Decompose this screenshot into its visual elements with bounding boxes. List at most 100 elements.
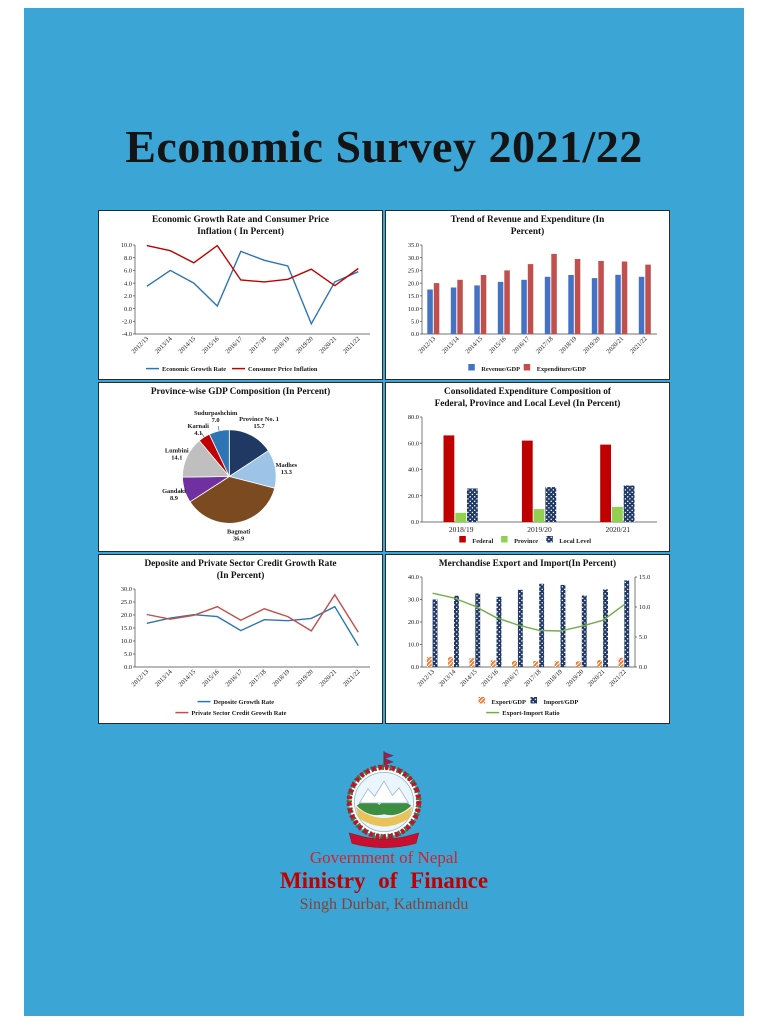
svg-text:Economic Growth Rate: Economic Growth Rate xyxy=(162,366,226,373)
svg-text:2020/21: 2020/21 xyxy=(605,336,625,356)
svg-text:2014/15: 2014/15 xyxy=(459,669,479,689)
svg-text:2017/18: 2017/18 xyxy=(523,669,543,689)
svg-text:Export-Import Ratio: Export-Import Ratio xyxy=(502,710,559,717)
svg-text:-2.0: -2.0 xyxy=(122,319,132,326)
svg-text:0.0: 0.0 xyxy=(411,519,419,526)
svg-text:10.0: 10.0 xyxy=(408,642,419,649)
svg-text:20.0: 20.0 xyxy=(408,280,419,287)
svg-text:2017/18: 2017/18 xyxy=(248,669,268,689)
svg-text:2020/21: 2020/21 xyxy=(318,336,338,356)
svg-text:Export/GDP: Export/GDP xyxy=(492,699,527,706)
svg-text:20.0: 20.0 xyxy=(121,612,132,619)
svg-text:4.0: 4.0 xyxy=(124,280,132,287)
svg-text:15.0: 15.0 xyxy=(408,293,419,300)
svg-text:2013/14: 2013/14 xyxy=(441,335,461,355)
svg-text:2021/22: 2021/22 xyxy=(342,669,362,689)
svg-text:2.0: 2.0 xyxy=(124,293,132,300)
svg-text:Province: Province xyxy=(514,538,538,545)
svg-text:36.9: 36.9 xyxy=(233,536,244,543)
government-line: Government of Nepal xyxy=(309,848,459,867)
svg-text:2014/15: 2014/15 xyxy=(177,336,197,356)
svg-text:40.0: 40.0 xyxy=(408,467,419,474)
svg-text:2012/13: 2012/13 xyxy=(416,669,436,689)
svg-text:Province No. 1: Province No. 1 xyxy=(239,416,279,423)
svg-text:2015/16: 2015/16 xyxy=(480,669,500,689)
svg-text:20.0: 20.0 xyxy=(408,493,419,500)
svg-text:0.0: 0.0 xyxy=(411,664,419,671)
panel-export-import: Merchandise Export and Import(In Percent… xyxy=(385,554,670,724)
svg-text:5.0: 5.0 xyxy=(124,651,132,658)
svg-text:8.9: 8.9 xyxy=(170,495,178,502)
svg-text:2021/22: 2021/22 xyxy=(608,669,628,689)
svg-text:2017/18: 2017/18 xyxy=(535,336,555,356)
svg-text:10.0: 10.0 xyxy=(408,306,419,313)
svg-text:15.0: 15.0 xyxy=(639,574,650,581)
svg-text:30.0: 30.0 xyxy=(408,255,419,262)
svg-text:5.0: 5.0 xyxy=(639,634,647,641)
svg-text:Revenue/GDP: Revenue/GDP xyxy=(481,366,520,373)
svg-text:Local Level: Local Level xyxy=(559,538,591,545)
svg-text:2018/19: 2018/19 xyxy=(558,336,578,356)
svg-text:2015/16: 2015/16 xyxy=(201,336,221,356)
svg-text:2015/16: 2015/16 xyxy=(201,669,221,689)
nepal-emblem-graphic xyxy=(346,751,422,848)
svg-text:0.0: 0.0 xyxy=(124,664,132,671)
svg-text:2012/13: 2012/13 xyxy=(417,336,437,356)
svg-text:2020/21: 2020/21 xyxy=(587,669,607,689)
svg-text:Expenditure/GDP: Expenditure/GDP xyxy=(537,366,586,373)
svg-text:2016/17: 2016/17 xyxy=(501,668,521,688)
svg-text:7.0: 7.0 xyxy=(212,417,220,424)
svg-text:-4.0: -4.0 xyxy=(122,331,132,338)
svg-text:10.0: 10.0 xyxy=(121,638,132,645)
growth-inflation-line-chart: -4.0 -2.0 0.0 2.0 4.0 6.0 8.0 10.0 2012/13 2013/1… xyxy=(101,238,380,377)
svg-text:13.3: 13.3 xyxy=(281,469,292,476)
svg-text:Consumer Price Inflation: Consumer Price Inflation xyxy=(248,366,318,373)
ministry-line: Ministry of Finance xyxy=(279,868,489,893)
svg-text:Federal: Federal xyxy=(472,538,493,545)
svg-text:Gandaki: Gandaki xyxy=(162,488,186,495)
svg-text:20.0: 20.0 xyxy=(408,619,419,626)
svg-text:5.0: 5.0 xyxy=(411,319,419,326)
svg-text:2014/15: 2014/15 xyxy=(464,336,484,356)
svg-text:0.0: 0.0 xyxy=(411,331,419,338)
svg-text:Karnali: Karnali xyxy=(188,423,210,430)
svg-text:Madhes: Madhes xyxy=(276,462,298,469)
svg-text:14.1: 14.1 xyxy=(171,454,182,461)
panel-deposit-credit: Deposite and Private Sector Credit Growt… xyxy=(98,554,383,724)
cover-background: Economic Survey 2021/22 Economic Growth … xyxy=(24,8,744,1016)
svg-text:Deposite Growth Rate: Deposite Growth Rate xyxy=(214,699,275,706)
svg-text:2017/18: 2017/18 xyxy=(248,336,268,356)
panel-revenue-expenditure: Trend of Revenue and Expenditure (In Per… xyxy=(385,210,670,380)
svg-text:2012/13: 2012/13 xyxy=(130,336,150,356)
svg-text:15.7: 15.7 xyxy=(253,423,265,430)
svg-text:10.0: 10.0 xyxy=(639,604,650,611)
svg-text:2021/22: 2021/22 xyxy=(629,336,649,356)
page-title: Economic Survey 2021/22 xyxy=(125,121,643,172)
svg-text:35.0: 35.0 xyxy=(408,242,419,249)
svg-text:2019/20: 2019/20 xyxy=(565,669,585,689)
svg-text:2019/20: 2019/20 xyxy=(295,669,315,689)
svg-text:25.0: 25.0 xyxy=(121,599,132,606)
svg-text:Sudurpashchim: Sudurpashchim xyxy=(194,410,238,417)
deposit-credit-line-chart: 0.0 5.0 10.0 15.0 20.0 25.0 30.0 2012/13 2013/14… xyxy=(101,582,380,721)
expenditure-composition-bar-chart: 0.0 20.0 40.0 60.0 80.0 2018/19 2019/20 2020/21… xyxy=(388,410,667,549)
svg-text:8.0: 8.0 xyxy=(124,255,132,262)
svg-text:2016/17: 2016/17 xyxy=(511,335,531,355)
svg-text:0.0: 0.0 xyxy=(639,664,647,671)
chart-title-growth-inflation: Economic Growth Rate and Consumer Price … xyxy=(151,215,330,238)
svg-text:2018/19: 2018/19 xyxy=(271,669,291,689)
svg-text:2019/20: 2019/20 xyxy=(582,336,602,356)
svg-text:Bagmati: Bagmati xyxy=(227,529,250,536)
svg-text:2013/14: 2013/14 xyxy=(438,668,458,688)
svg-text:15.0: 15.0 xyxy=(121,625,132,632)
svg-text:2016/17: 2016/17 xyxy=(224,668,244,688)
svg-text:Import/GDP: Import/GDP xyxy=(544,699,579,706)
panel-expenditure-composition: Consolidated Expenditure Composition of … xyxy=(385,382,670,552)
panel-gdp-composition: Province-wise GDP Composition (In Percen… xyxy=(98,382,383,552)
svg-text:25.0: 25.0 xyxy=(408,268,419,275)
svg-text:60.0: 60.0 xyxy=(408,441,419,448)
panel-growth-inflation: Economic Growth Rate and Consumer Price … xyxy=(98,210,383,380)
svg-text:80.0: 80.0 xyxy=(408,414,419,421)
svg-text:0.0: 0.0 xyxy=(124,306,132,313)
nepal-emblem xyxy=(24,750,744,854)
